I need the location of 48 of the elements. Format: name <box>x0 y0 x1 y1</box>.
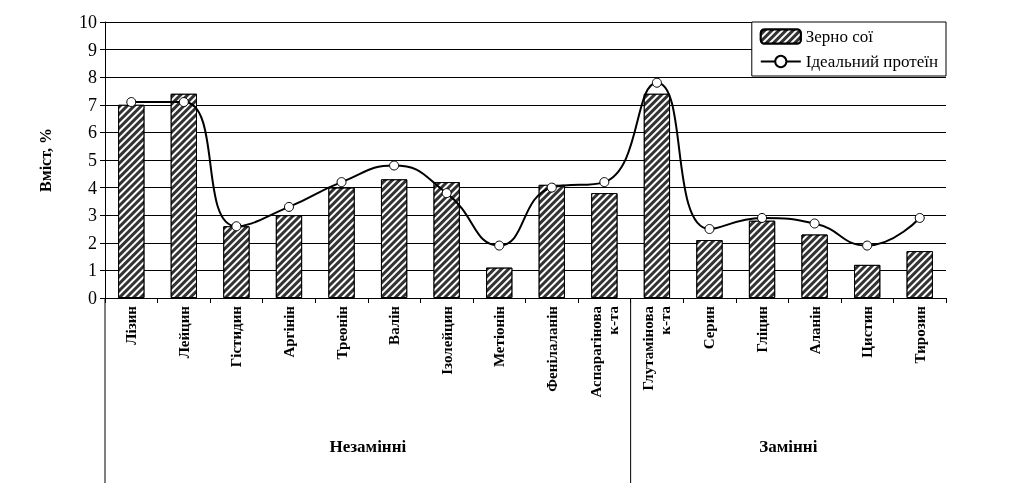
y-tick-label: 4 <box>88 177 97 198</box>
x-tick-label: Серин <box>701 305 718 350</box>
point <box>599 177 610 188</box>
x-tick-label: Цистин <box>859 305 876 358</box>
text: Незамінні <box>329 436 407 456</box>
point <box>231 221 242 232</box>
y-tick-label: 6 <box>88 122 97 143</box>
x-tick-label: Глутамінова к-та <box>640 305 674 391</box>
y-tick-label: 10 <box>79 12 97 32</box>
y-tick-label: 8 <box>88 67 97 88</box>
point <box>178 97 189 108</box>
x-tick-label: Лейцин <box>175 305 192 359</box>
x-tick-label: Гліцин <box>754 305 771 353</box>
point <box>441 188 452 199</box>
x-tick-label: Лізин <box>123 305 140 345</box>
x-tick-label: Фенілаланін <box>543 305 560 392</box>
point <box>809 218 820 229</box>
point <box>494 240 505 251</box>
y-tick-label: 7 <box>88 94 97 115</box>
x-tick-label: Метіонін <box>491 305 508 368</box>
point <box>546 182 557 193</box>
y-tick-label: 0 <box>88 288 97 308</box>
point <box>389 160 400 171</box>
x-tick-label: Аргінін <box>280 305 297 358</box>
point <box>126 97 137 108</box>
point <box>914 212 925 223</box>
legend-label: Зерно сої <box>805 27 874 46</box>
y-axis-title: Вміст, % <box>36 128 54 192</box>
point <box>862 240 873 251</box>
legend-label: Ідеальний протеїн <box>805 52 939 71</box>
x-tick-label: Тирозин <box>911 305 928 364</box>
x-tick-label: Гістидин <box>228 305 245 368</box>
y-tick-label: 1 <box>88 260 97 281</box>
x-tick-label: Аспарагінова к-та <box>587 305 621 398</box>
x-tick-label: Треонін <box>333 305 350 360</box>
point <box>283 201 294 212</box>
point <box>336 177 347 188</box>
y-tick-label: 2 <box>88 232 97 253</box>
point <box>651 77 662 88</box>
x-tick-label: Ізолейцин <box>438 305 455 375</box>
y-tick-label: 9 <box>88 39 97 60</box>
x-tick-label: Аланін <box>806 305 823 355</box>
point <box>704 224 715 234</box>
y-tick-label: 5 <box>88 150 97 170</box>
point <box>757 212 768 223</box>
text: Замінні <box>759 436 818 456</box>
y-tick-label: 3 <box>88 205 97 226</box>
x-tick-label: Валін <box>386 305 403 345</box>
